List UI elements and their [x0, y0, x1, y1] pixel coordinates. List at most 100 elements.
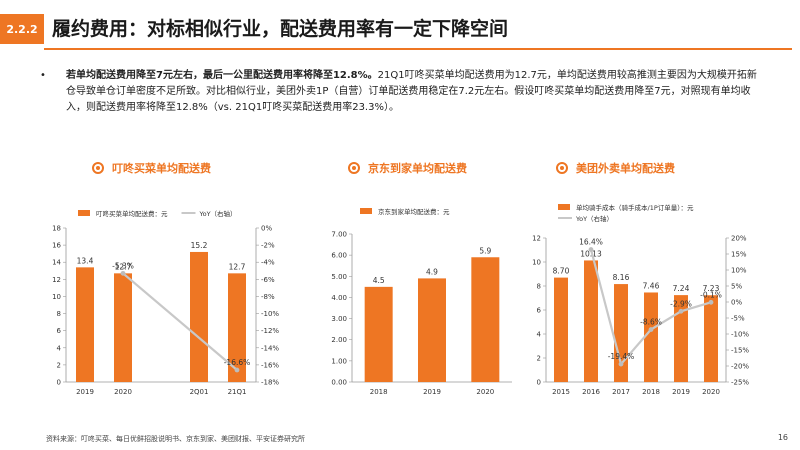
x-tick-label: 2019 — [76, 388, 94, 396]
legend-bar-swatch — [558, 204, 570, 210]
x-tick-label: 2Q01 — [190, 388, 209, 396]
y-tick-label-right: -8% — [261, 293, 275, 301]
legend-label: YoY（右轴） — [199, 209, 237, 218]
bar-value-label: 12.7 — [115, 262, 132, 271]
x-tick-label: 2019 — [423, 388, 441, 396]
bar — [584, 260, 598, 382]
bar — [644, 292, 658, 382]
bar-value-label: 4.5 — [373, 276, 385, 285]
bar-value-label: 4.9 — [426, 267, 438, 276]
y-tick-label-right: -15% — [731, 347, 749, 355]
yoy-point — [648, 327, 654, 332]
chart1-heading-text: 叮咚买菜单均配送费 — [112, 162, 211, 175]
yoy-value-label: -2.9% — [670, 299, 692, 308]
bar-value-label: 5.9 — [479, 246, 491, 255]
x-tick-label: 2019 — [672, 388, 690, 396]
legend-label: YoY（右轴） — [575, 214, 613, 223]
bar — [471, 257, 500, 382]
bullet-bold-lead: 若单均配送费用降至7元左右，最后一公里配送费用率将降至12.8%。 — [66, 70, 378, 81]
x-tick-label: 2015 — [552, 388, 570, 396]
x-tick-label: 21Q1 — [228, 388, 247, 396]
target-icon — [92, 162, 104, 174]
yoy-line — [122, 272, 238, 371]
y-tick-label-right: 15% — [731, 251, 747, 259]
y-tick-label-right: 10% — [731, 267, 747, 275]
y-tick-label-right: -25% — [731, 379, 749, 387]
y-tick-label-left: 10 — [532, 259, 541, 267]
dingdong-delivery-cost-chart: 叮咚买菜单均配送费：元 YoY（右轴） 0 2 4 6 8 10 12 14 16 18 0% -2% -4… — [52, 209, 279, 396]
y-tick-label-right: -10% — [731, 331, 749, 339]
chart1-heading: 叮咚买菜单均配送费 — [92, 160, 211, 176]
yoy-point — [234, 367, 240, 373]
bar — [76, 267, 94, 382]
legend-bar-swatch — [360, 208, 372, 214]
bar — [614, 284, 628, 382]
legend-label: 京东到家单均配送费：元 — [378, 207, 450, 216]
bar — [190, 251, 208, 382]
y-tick-label-left: 16 — [52, 242, 61, 250]
y-tick-label-left: 6.00 — [331, 252, 347, 260]
y-tick-label-left: 18 — [52, 225, 61, 233]
y-tick-label-right: 0% — [731, 299, 742, 307]
page-title: 履约费用：对标相似行业，配送费用率有一定下降空间 — [52, 18, 509, 40]
y-tick-label-left: 0 — [57, 379, 61, 387]
bar — [364, 286, 393, 382]
bar — [228, 273, 246, 382]
section-number-badge: 2.2.2 — [0, 14, 44, 44]
bar — [114, 273, 132, 382]
y-tick-label-right: -10% — [261, 310, 279, 318]
bar-value-label: 15.2 — [191, 241, 208, 250]
y-tick-label-left: 10 — [52, 293, 61, 301]
y-tick-label-left: 1.00 — [331, 357, 347, 365]
yoy-value-label: -16.6% — [224, 358, 251, 367]
yoy-value-label: 16.4% — [579, 238, 603, 247]
x-tick-label: 2018 — [642, 388, 660, 396]
y-tick-label-left: 4 — [537, 331, 542, 339]
y-tick-label-left: 2.00 — [331, 336, 347, 344]
bar-value-label: 7.24 — [673, 284, 690, 293]
y-tick-label-left: 8 — [537, 283, 541, 291]
bar-value-label: 12.7 — [229, 262, 246, 271]
bar — [418, 278, 446, 382]
bar — [674, 295, 688, 382]
y-tick-label-right: 20% — [731, 235, 747, 243]
title-divider — [44, 48, 792, 50]
yoy-value-label: -5.3% — [112, 261, 134, 270]
y-tick-label-right: -18% — [261, 379, 279, 387]
target-icon — [556, 162, 568, 174]
bar-value-label: 8.70 — [553, 267, 570, 276]
y-tick-label-right: -20% — [731, 363, 749, 371]
x-tick-label: 2020 — [114, 388, 132, 396]
y-tick-label-left: 2 — [57, 361, 61, 369]
legend-bar-swatch — [78, 210, 90, 216]
chart3-heading-text: 美团外卖单均配送费 — [576, 162, 675, 175]
bar — [554, 277, 568, 382]
x-tick-label: 2016 — [582, 388, 600, 396]
target-icon — [348, 162, 360, 174]
yoy-value-label: -0.1% — [700, 290, 722, 299]
x-tick-label: 2018 — [370, 388, 388, 396]
yoy-point — [618, 361, 624, 367]
y-tick-label-left: 6 — [537, 307, 542, 315]
y-tick-label-right: -4% — [261, 259, 275, 267]
source-note: 资料来源：叮咚买菜、每日优鲜招股说明书、京东到家、美团财报、平安证券研究所 — [46, 435, 305, 443]
x-tick-label: 2017 — [612, 388, 630, 396]
y-tick-label-left: 12 — [52, 276, 61, 284]
chart2-heading-text: 京东到家单均配送费 — [368, 162, 467, 175]
meituan-delivery-cost-chart: 单均骑手成本（骑手成本/1P订单量）：元 YoY（右轴） 0 2 4 6 8 10 12 20% 1… — [532, 203, 749, 396]
bar-value-label: 7.23 — [703, 284, 720, 293]
yoy-point — [678, 308, 684, 314]
x-tick-label: 2020 — [476, 388, 494, 396]
bullet-paragraph: 若单均配送费用降至7元左右，最后一公里配送费用率将降至12.8%。21Q1叮咚买… — [66, 68, 766, 116]
bar — [704, 295, 718, 382]
y-tick-label-left: 3.00 — [331, 315, 347, 323]
legend-label: 单均骑手成本（骑手成本/1P订单量）：元 — [576, 203, 694, 212]
y-tick-label-left: 0 — [537, 379, 541, 387]
y-tick-label-left: 2 — [537, 355, 541, 363]
y-tick-label-left: 8 — [57, 310, 61, 318]
chart2-heading: 京东到家单均配送费 — [348, 160, 467, 176]
y-tick-label-right: 5% — [731, 283, 742, 291]
y-tick-label-left: 4 — [57, 344, 62, 352]
y-tick-label-left: 7.00 — [331, 231, 347, 239]
y-tick-label-left: 6 — [57, 327, 62, 335]
